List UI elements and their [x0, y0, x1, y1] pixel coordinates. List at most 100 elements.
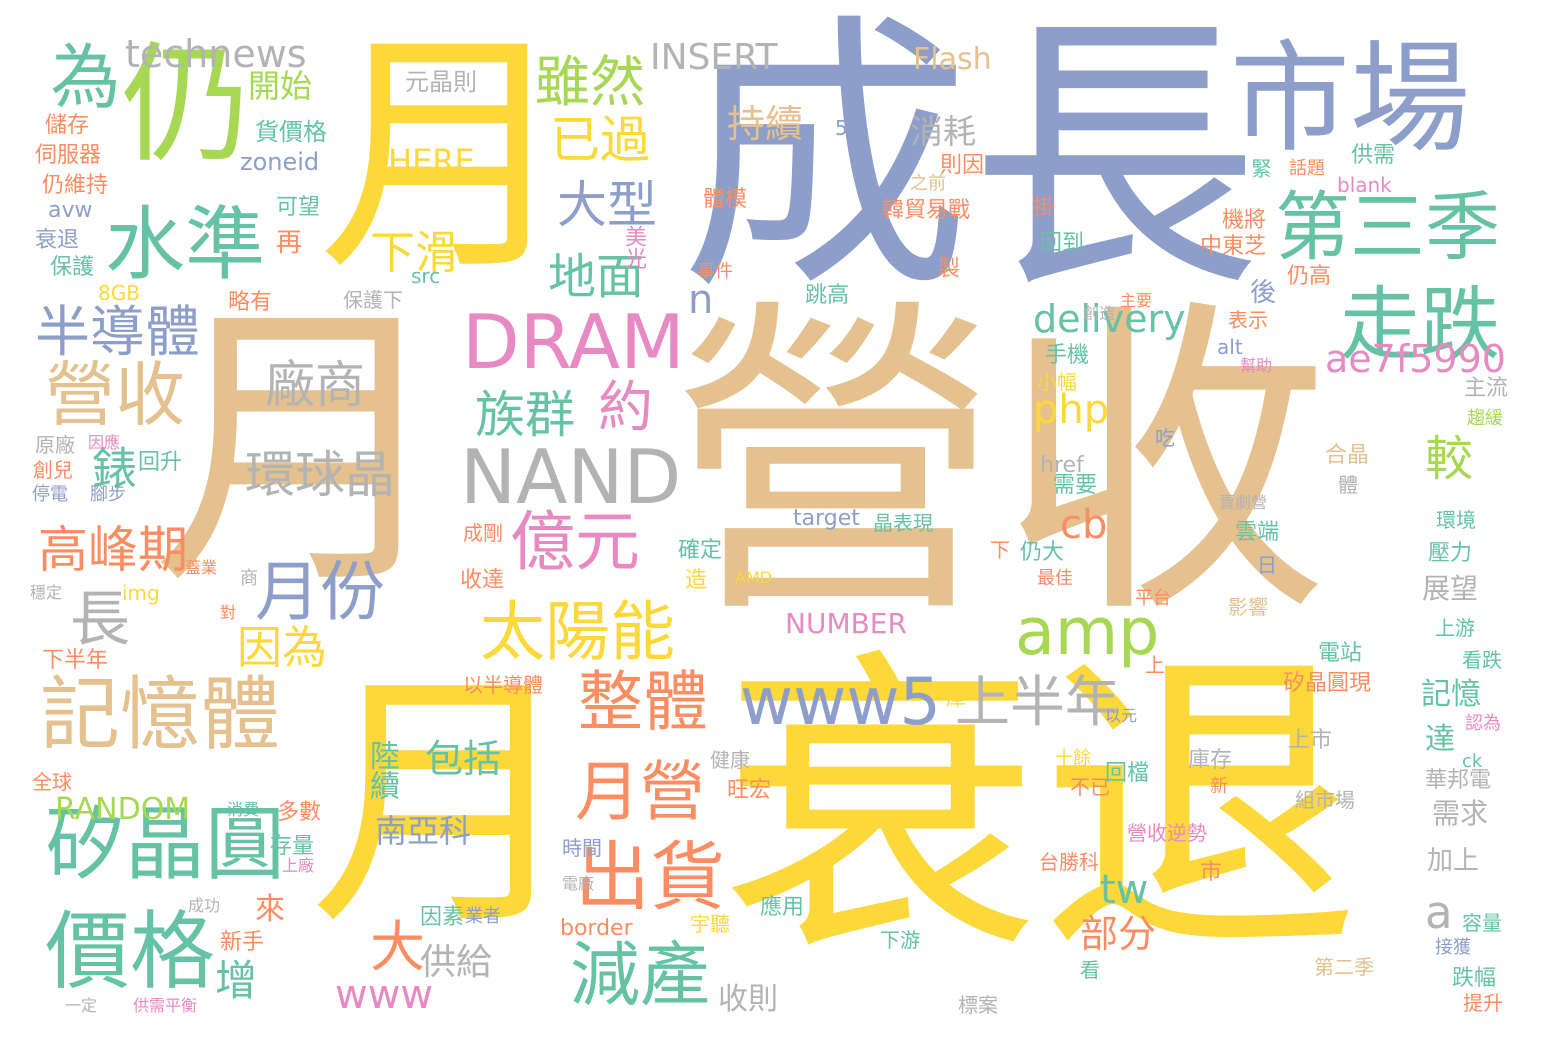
word-187: 第二季	[1314, 955, 1374, 979]
word-172: 應用	[760, 895, 805, 920]
word-8: 水準	[105, 198, 265, 291]
word-137: 華邦電	[1425, 768, 1492, 793]
word-129: 看跌	[1462, 648, 1502, 672]
word-179: 以元	[1105, 706, 1138, 725]
word-46: 增	[215, 956, 258, 1005]
word-48: www	[335, 972, 434, 1018]
word-125: 最佳	[1037, 568, 1073, 589]
word-121: AMD	[735, 568, 773, 587]
word-66: 開始	[248, 67, 313, 105]
word-86: 美光	[621, 225, 646, 269]
word-44: 減產	[570, 934, 710, 1016]
word-122: NUMBER	[785, 607, 907, 640]
word-185: 市	[1200, 860, 1223, 885]
word-31: 高峰期	[38, 521, 188, 579]
word-173: 下游	[880, 928, 920, 952]
word-115: 確定	[678, 538, 723, 563]
word-96: 供需	[1351, 143, 1396, 168]
word-111: target	[793, 506, 860, 531]
word-79: 略有	[228, 290, 273, 315]
word-15: 走跌	[1340, 278, 1500, 371]
word-54: php	[1033, 387, 1110, 433]
word-43: 價格	[45, 903, 216, 1002]
word-14: 第三季	[1275, 183, 1501, 271]
word-93: 製	[934, 256, 959, 278]
word-138: 組市場	[1295, 788, 1355, 812]
word-11: 雖然	[535, 50, 646, 114]
word-167: 電廠	[562, 874, 595, 893]
word-116: 造	[685, 568, 708, 593]
word-39: 上半年	[955, 670, 1121, 734]
word-123: 下	[990, 538, 1010, 562]
word-149: img	[122, 581, 160, 605]
word-81: 保護下	[343, 288, 403, 312]
word-80: src	[411, 264, 441, 288]
word-101: 小幅	[1037, 370, 1077, 394]
word-49: 收則	[718, 982, 778, 1017]
word-83: 則因	[940, 153, 985, 178]
word-176: 十餘	[1055, 748, 1091, 769]
word-73: avw	[48, 198, 93, 223]
word-95: 話題	[1289, 158, 1325, 179]
word-174: 看	[1080, 958, 1100, 982]
word-60: 南亞科	[375, 812, 472, 850]
word-114: 收達	[460, 568, 505, 593]
word-92: 中東芝	[1200, 234, 1267, 259]
word-71: 伺服器	[35, 143, 102, 168]
word-186: 台勝科	[1039, 850, 1099, 874]
word-45: 大	[370, 915, 426, 979]
word-87: 事件	[697, 261, 733, 282]
word-2: 營收	[670, 273, 1330, 657]
word-27: 約	[598, 375, 654, 439]
word-70: 儲存	[45, 113, 90, 138]
word-78: 8GB	[98, 281, 140, 305]
word-164: 健康	[710, 748, 750, 772]
word-140: 需求	[1432, 797, 1489, 830]
word-104: 主流	[1464, 376, 1509, 401]
word-112: 晶表現	[873, 511, 933, 535]
word-159: 來	[255, 892, 285, 927]
word-100: 手機	[1045, 343, 1090, 368]
word-117: 雲端	[1235, 520, 1280, 545]
word-26: 族群	[475, 386, 575, 444]
word-133: 認為	[1465, 713, 1501, 734]
word-1: 成長	[680, 0, 1260, 328]
word-21: NAND	[460, 433, 682, 521]
word-151: 商	[240, 568, 258, 589]
word-61: RANDOM	[55, 792, 191, 827]
word-57: n	[688, 277, 714, 323]
word-19: 地面	[548, 249, 645, 305]
word-34: 因為	[237, 621, 328, 674]
word-162: 一定	[65, 996, 98, 1015]
word-76: 可望	[276, 195, 321, 220]
word-33: 太陽能	[480, 595, 676, 670]
word-30: 月份	[255, 555, 386, 630]
word-136: ck	[1462, 751, 1483, 772]
word-90: 回到	[1040, 231, 1085, 256]
word-53: cb	[1060, 502, 1108, 548]
word-118: 日	[1257, 553, 1277, 577]
word-59: 包括	[425, 737, 502, 781]
word-124: 仍大	[1020, 540, 1065, 565]
word-105: 趨緩	[1467, 408, 1503, 429]
word-119: 環境	[1436, 508, 1476, 532]
word-56: ae7f5990	[1325, 337, 1506, 381]
word-127: 影響	[1228, 595, 1268, 619]
word-157: 存量	[270, 834, 315, 859]
word-40: 月營	[575, 755, 706, 830]
word-103: 幫助	[1240, 356, 1273, 375]
word-74: 衰退	[35, 228, 80, 253]
word-84: 體模	[703, 187, 748, 212]
word-85: 韓貿易戰	[882, 198, 971, 223]
word-153: 以半導體	[463, 673, 543, 697]
word-67: 元晶則	[405, 68, 477, 96]
word-108: 需要	[1053, 473, 1098, 498]
word-182: 庫存	[1188, 748, 1233, 773]
word-194: 創造	[1083, 304, 1116, 323]
word-20: DRAM	[462, 298, 685, 386]
word-68: 貨價格	[255, 118, 327, 146]
word-51: tw	[1100, 867, 1149, 913]
word-188: 容量	[1462, 911, 1502, 935]
word-169: 業者	[465, 906, 501, 927]
word-13: Flash	[913, 42, 992, 77]
